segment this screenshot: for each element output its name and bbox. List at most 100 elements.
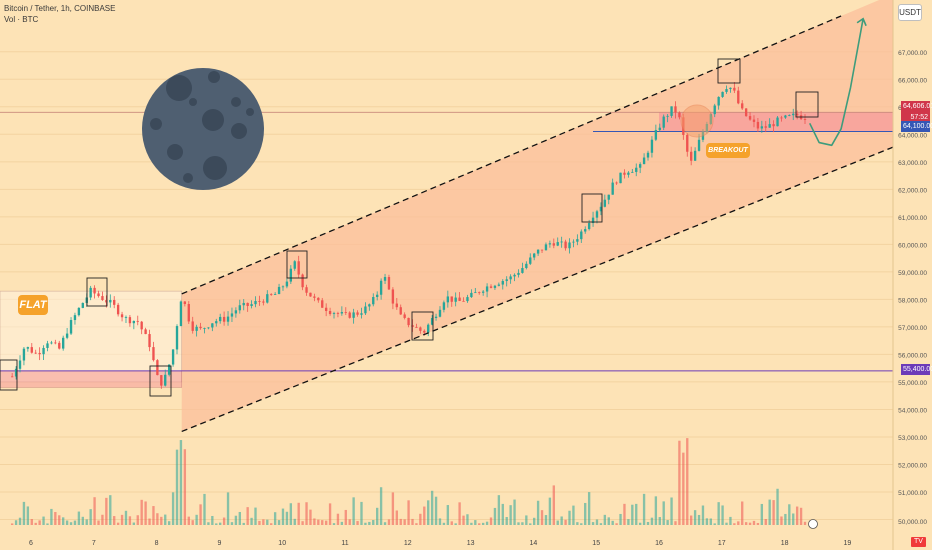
candle-body bbox=[540, 249, 544, 251]
volume-title: Vol · BTC bbox=[4, 15, 39, 24]
last-price-tag: 64,606.01 bbox=[901, 101, 932, 112]
candle-body bbox=[411, 325, 414, 327]
volume-bar bbox=[93, 497, 96, 525]
candle-body bbox=[383, 277, 387, 281]
candle-body bbox=[97, 293, 100, 297]
candle-body bbox=[62, 337, 65, 349]
candle-body bbox=[458, 297, 461, 301]
candle-body bbox=[30, 347, 33, 353]
volume-bar bbox=[167, 521, 171, 525]
candle-body bbox=[795, 113, 799, 116]
moon-crater bbox=[246, 108, 254, 116]
volume-bar bbox=[725, 522, 728, 525]
currency-button[interactable]: USDT bbox=[898, 4, 922, 21]
volume-bar bbox=[764, 519, 767, 525]
volume-bar bbox=[650, 517, 654, 525]
volume-bar bbox=[493, 507, 497, 525]
candle-body bbox=[254, 301, 257, 305]
candle-body bbox=[211, 323, 214, 328]
channel-lower-line bbox=[181, 144, 898, 433]
candle-body bbox=[65, 333, 69, 338]
candle-body bbox=[77, 307, 81, 316]
candle-body bbox=[230, 313, 234, 317]
candle-body bbox=[199, 326, 202, 329]
x-tick-label: 7 bbox=[92, 540, 96, 547]
volume-bar bbox=[246, 507, 249, 525]
candle-body bbox=[183, 301, 187, 305]
candle-body bbox=[454, 297, 457, 302]
volume-bar bbox=[466, 514, 469, 525]
volume-bar bbox=[411, 518, 414, 525]
candle-body bbox=[262, 301, 265, 303]
volume-bar bbox=[372, 519, 375, 525]
volume-bar bbox=[262, 519, 265, 525]
tradingview-logo[interactable]: TV bbox=[911, 537, 926, 547]
volume-bar bbox=[713, 523, 716, 525]
candle-body bbox=[109, 299, 112, 303]
candle-body bbox=[179, 301, 183, 327]
volume-bar bbox=[442, 522, 446, 525]
candle-body bbox=[505, 279, 508, 282]
candle-body bbox=[619, 172, 622, 184]
volume-bar bbox=[701, 505, 705, 525]
candle-body bbox=[764, 126, 767, 128]
candle-body bbox=[395, 303, 398, 308]
candle-body bbox=[219, 316, 222, 322]
candle-body bbox=[22, 348, 26, 361]
volume-bar bbox=[756, 522, 760, 525]
x-tick-label: 8 bbox=[155, 540, 159, 547]
volume-bar bbox=[737, 521, 740, 525]
highlight-box bbox=[0, 359, 18, 391]
candle-body bbox=[50, 342, 53, 344]
volume-bar bbox=[10, 523, 14, 525]
volume-bar bbox=[780, 516, 783, 525]
volume-bar bbox=[156, 513, 159, 525]
volume-bar bbox=[297, 502, 300, 525]
candle-body bbox=[313, 296, 316, 298]
volume-bar bbox=[591, 522, 595, 525]
candle-body bbox=[533, 253, 536, 258]
volume-bar bbox=[505, 517, 508, 525]
volume-bar bbox=[533, 517, 536, 525]
channel-fill bbox=[181, 0, 898, 432]
volume-bar bbox=[140, 499, 143, 525]
candle-body bbox=[713, 105, 716, 115]
volume-bar bbox=[69, 522, 73, 525]
volume-bar bbox=[556, 520, 559, 525]
volume-bar bbox=[148, 518, 151, 525]
candle-body bbox=[580, 231, 583, 240]
volume-bar bbox=[803, 521, 807, 525]
candle-body bbox=[234, 310, 238, 314]
candle-body bbox=[768, 124, 771, 128]
volume-bar bbox=[697, 514, 701, 525]
highlight-box bbox=[86, 277, 108, 307]
candle-body bbox=[536, 249, 540, 254]
volume-bar bbox=[654, 496, 658, 525]
volume-bar bbox=[454, 523, 457, 525]
volume-bar bbox=[230, 522, 234, 525]
candle-body bbox=[466, 297, 469, 302]
candle-body bbox=[38, 352, 41, 355]
candle-body bbox=[207, 327, 210, 329]
candle-body bbox=[446, 296, 450, 303]
volume-bar bbox=[607, 517, 610, 525]
candle-body bbox=[407, 317, 410, 326]
candle-body bbox=[340, 312, 344, 314]
volume-bar bbox=[175, 449, 179, 525]
x-tick-label: 19 bbox=[844, 540, 852, 547]
candle-body bbox=[46, 343, 49, 348]
candle-body bbox=[478, 292, 481, 294]
volume-bar bbox=[580, 523, 583, 525]
volume-bar bbox=[379, 487, 383, 525]
candle-body bbox=[450, 296, 453, 302]
candle-body bbox=[521, 268, 524, 273]
candle-body bbox=[748, 116, 752, 120]
volume-bar bbox=[788, 504, 791, 525]
volume-bar bbox=[360, 501, 363, 525]
candle-body bbox=[642, 157, 646, 165]
volume-bar bbox=[128, 516, 132, 525]
volume-bar bbox=[470, 522, 473, 525]
candle-body bbox=[391, 289, 395, 304]
purple-line-price-tag: 55,400.00 bbox=[901, 364, 932, 375]
candle-body bbox=[69, 320, 73, 334]
